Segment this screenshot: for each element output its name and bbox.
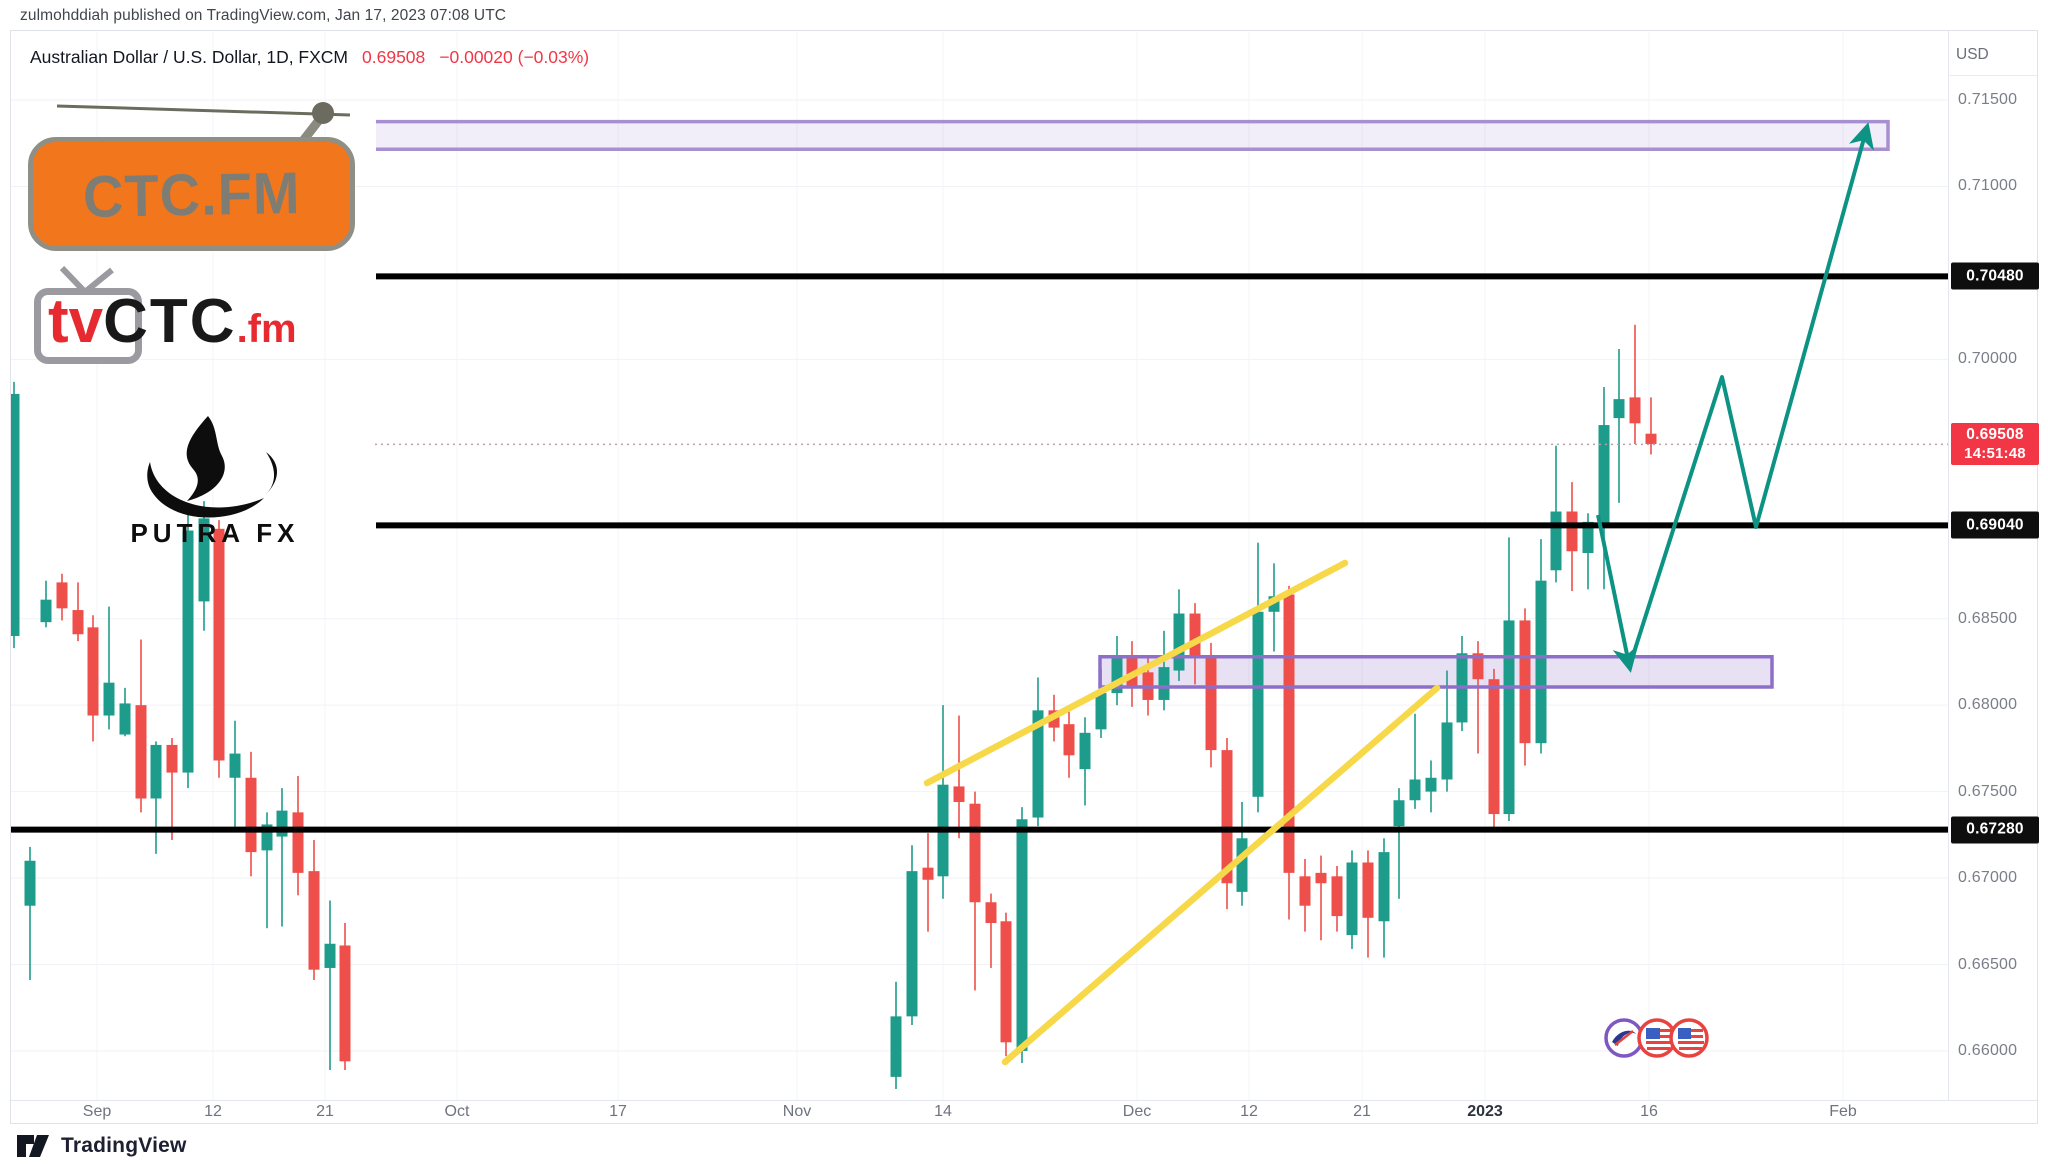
price-tick-label: 0.70000 — [1958, 350, 2018, 368]
time-tick-label: Feb — [1829, 1103, 1857, 1120]
current-price-badge: 0.69508 14:51:48 — [1951, 423, 2039, 466]
time-tick-label: Dec — [1122, 1103, 1152, 1120]
price-tick-label: 0.68000 — [1958, 696, 2018, 714]
putrafx-flame-icon — [147, 416, 278, 518]
price-level-badge: 0.67280 — [1951, 816, 2039, 844]
ctcfm-watermark-logo: CTC.FM — [26, 92, 366, 260]
price-change: −0.00020 (−0.03%) — [439, 47, 590, 67]
time-tick-label: 12 — [1240, 1103, 1258, 1120]
price-level-badge: 0.69040 — [1951, 511, 2039, 539]
price-tick-label: 0.66000 — [1958, 1041, 2018, 1059]
last-price: 0.69508 — [362, 47, 426, 67]
time-tick-label: 16 — [1640, 1103, 1658, 1120]
time-tick-label: Sep — [82, 1103, 112, 1120]
time-axis-separator — [11, 1100, 2037, 1101]
time-tick-label: Nov — [782, 1103, 812, 1120]
current-price-badge-price: 0.69508 — [1966, 426, 2024, 444]
symbol-title[interactable]: Australian Dollar / U.S. Dollar, 1D, FXC… — [30, 47, 349, 67]
time-tick-label: 21 — [1353, 1103, 1371, 1120]
putrafx-watermark-logo: PUTRA FX — [70, 412, 360, 562]
price-tick-label: 0.71500 — [1958, 91, 2018, 108]
currency-separator — [1949, 75, 2038, 76]
tvctc-logo-tv: tv — [48, 287, 104, 356]
time-tick-label: 14 — [934, 1103, 952, 1120]
price-tick-label: 0.67500 — [1958, 782, 2018, 800]
published-byline: zulmohddiah published on TradingView.com… — [20, 7, 507, 24]
time-tick-label: 21 — [316, 1103, 334, 1120]
price-axis-separator — [1948, 31, 1949, 1100]
time-tick-label: 12 — [204, 1103, 222, 1120]
time-tick-label: 17 — [609, 1103, 627, 1120]
price-tick-label: 0.68500 — [1958, 609, 2018, 627]
price-tick-label: 0.66500 — [1958, 955, 2018, 973]
aud-flag-icon — [1604, 1018, 1644, 1058]
usd-flag-icon-2 — [1669, 1018, 1709, 1058]
putrafx-logo-text: PUTRA FX — [130, 518, 300, 548]
tvctc-logo-ctc: CTC — [103, 287, 237, 356]
tradingview-wordmark[interactable]: TradingView — [61, 1134, 187, 1157]
ctcfm-logo-box: CTC.FM — [28, 137, 355, 251]
symbol-pair-icons — [1604, 1018, 1709, 1058]
price-tick-label: 0.71000 — [1958, 177, 2018, 195]
price-tick-label: 0.67000 — [1958, 869, 2018, 887]
tvctc-logo-fm: .fm — [236, 307, 297, 351]
price-level-badge: 0.70480 — [1951, 262, 2039, 290]
time-tick-label: Oct — [444, 1103, 470, 1120]
tvctc-watermark-logo: tvCTC.fm — [22, 266, 372, 388]
chart-legend[interactable]: Australian Dollar / U.S. Dollar, 1D, FXC… — [30, 47, 589, 68]
tradingview-attribution[interactable]: TradingView — [16, 1132, 187, 1160]
tv-screen-icon — [34, 288, 142, 364]
current-price-badge-countdown: 14:51:48 — [1964, 445, 2026, 463]
ctcfm-logo-text: CTC.FM — [82, 158, 301, 230]
tradingview-logo-icon[interactable] — [16, 1132, 52, 1160]
time-tick-label: 2023 — [1467, 1103, 1503, 1120]
currency-label[interactable]: USD — [1956, 46, 1989, 63]
